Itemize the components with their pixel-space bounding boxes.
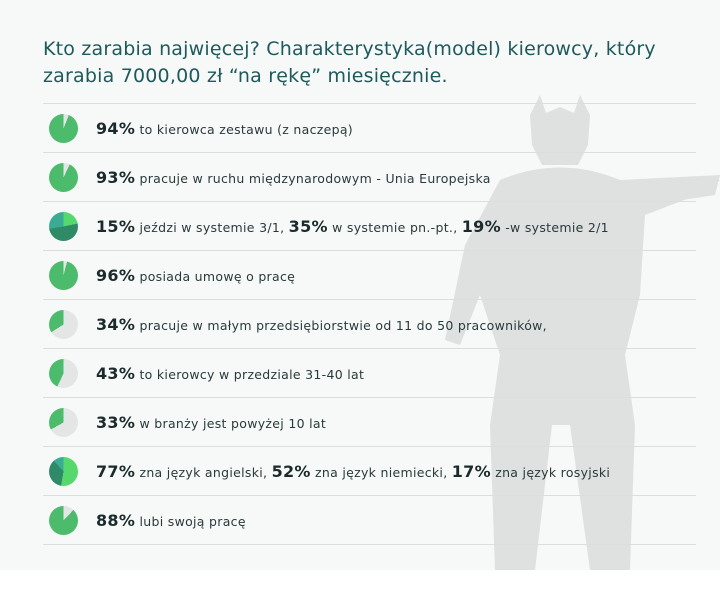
stat-row: 34% pracuje w małym przedsiębiorstwie od… — [43, 299, 696, 348]
pie-chart-icon — [49, 407, 78, 437]
stat-percent: 15% — [96, 216, 136, 236]
stat-text: 43% to kierowcy w przedziale 31-40 lat — [96, 364, 364, 383]
stat-text: 77% zna język angielski, 52% zna język n… — [96, 462, 610, 481]
stat-description: jeździ w systemie 3/1, — [135, 219, 289, 235]
stat-percent: 35% — [288, 216, 328, 236]
stat-row: 15% jeździ w systemie 3/1, 35% w systemi… — [43, 201, 696, 250]
stat-description: zna język rosyjski — [490, 464, 611, 480]
stat-description: pracuje w ruchu międzynarodowym - Unia E… — [135, 170, 491, 186]
page-title: Kto zarabia najwięcej? Charakterystyka(m… — [43, 38, 656, 87]
stat-description: zna język angielski, — [135, 464, 272, 480]
stat-row: 96% posiada umowę o pracę — [43, 250, 696, 299]
stat-percent: 34% — [96, 314, 136, 334]
stat-row: 43% to kierowcy w przedziale 31-40 lat — [43, 348, 696, 397]
stat-description: w systemie pn.-pt., — [327, 219, 462, 235]
pie-chart-icon — [49, 505, 78, 535]
stat-text: 88% lubi swoją pracę — [96, 511, 246, 530]
stat-percent: 17% — [451, 461, 491, 481]
stat-description: posiada umowę o pracę — [135, 268, 296, 284]
stat-row: 88% lubi swoją pracę — [43, 495, 696, 545]
stat-row: 94% to kierowca zestawu (z naczepą) — [43, 103, 696, 152]
pie-chart-icon — [49, 162, 78, 192]
stat-percent: 94% — [96, 118, 136, 138]
stat-percent: 96% — [96, 265, 136, 285]
stat-percent: 88% — [96, 510, 136, 530]
stat-row: 77% zna język angielski, 52% zna język n… — [43, 446, 696, 495]
stat-row: 33% w branży jest powyżej 10 lat — [43, 397, 696, 446]
stat-description: zna język niemiecki, — [310, 464, 452, 480]
stat-percent: 33% — [96, 412, 136, 432]
stat-text: 96% posiada umowę o pracę — [96, 266, 295, 285]
stat-description: lubi swoją pracę — [135, 513, 246, 529]
pie-chart-icon — [49, 358, 78, 388]
pie-chart-icon — [49, 260, 78, 290]
stat-text: 94% to kierowca zestawu (z naczepą) — [96, 119, 353, 138]
stat-percent: 77% — [96, 461, 136, 481]
stat-percent: 93% — [96, 167, 136, 187]
stat-text: 34% pracuje w małym przedsiębiorstwie od… — [96, 315, 547, 334]
stat-text: 33% w branży jest powyżej 10 lat — [96, 413, 326, 432]
stat-percent: 19% — [461, 216, 501, 236]
stat-description: -w systemie 2/1 — [500, 219, 609, 235]
pie-chart-icon — [49, 211, 78, 241]
superhero-silhouette-icon — [445, 95, 720, 570]
pie-chart-icon — [49, 456, 78, 486]
stat-text: 93% pracuje w ruchu międzynarodowym - Un… — [96, 168, 491, 187]
stat-percent: 52% — [271, 461, 311, 481]
stat-text: 15% jeździ w systemie 3/1, 35% w systemi… — [96, 217, 609, 236]
pie-chart-icon — [49, 113, 78, 143]
stats-list: 94% to kierowca zestawu (z naczepą) 93% p… — [43, 103, 696, 545]
stat-percent: 43% — [96, 363, 136, 383]
stat-description: to kierowcy w przedziale 31-40 lat — [135, 366, 365, 382]
stat-row: 93% pracuje w ruchu międzynarodowym - Un… — [43, 152, 696, 201]
stat-description: pracuje w małym przedsiębiorstwie od 11 … — [135, 317, 547, 333]
pie-chart-icon — [49, 309, 78, 339]
stat-description: w branży jest powyżej 10 lat — [135, 415, 327, 431]
stat-description: to kierowca zestawu (z naczepą) — [135, 121, 353, 137]
